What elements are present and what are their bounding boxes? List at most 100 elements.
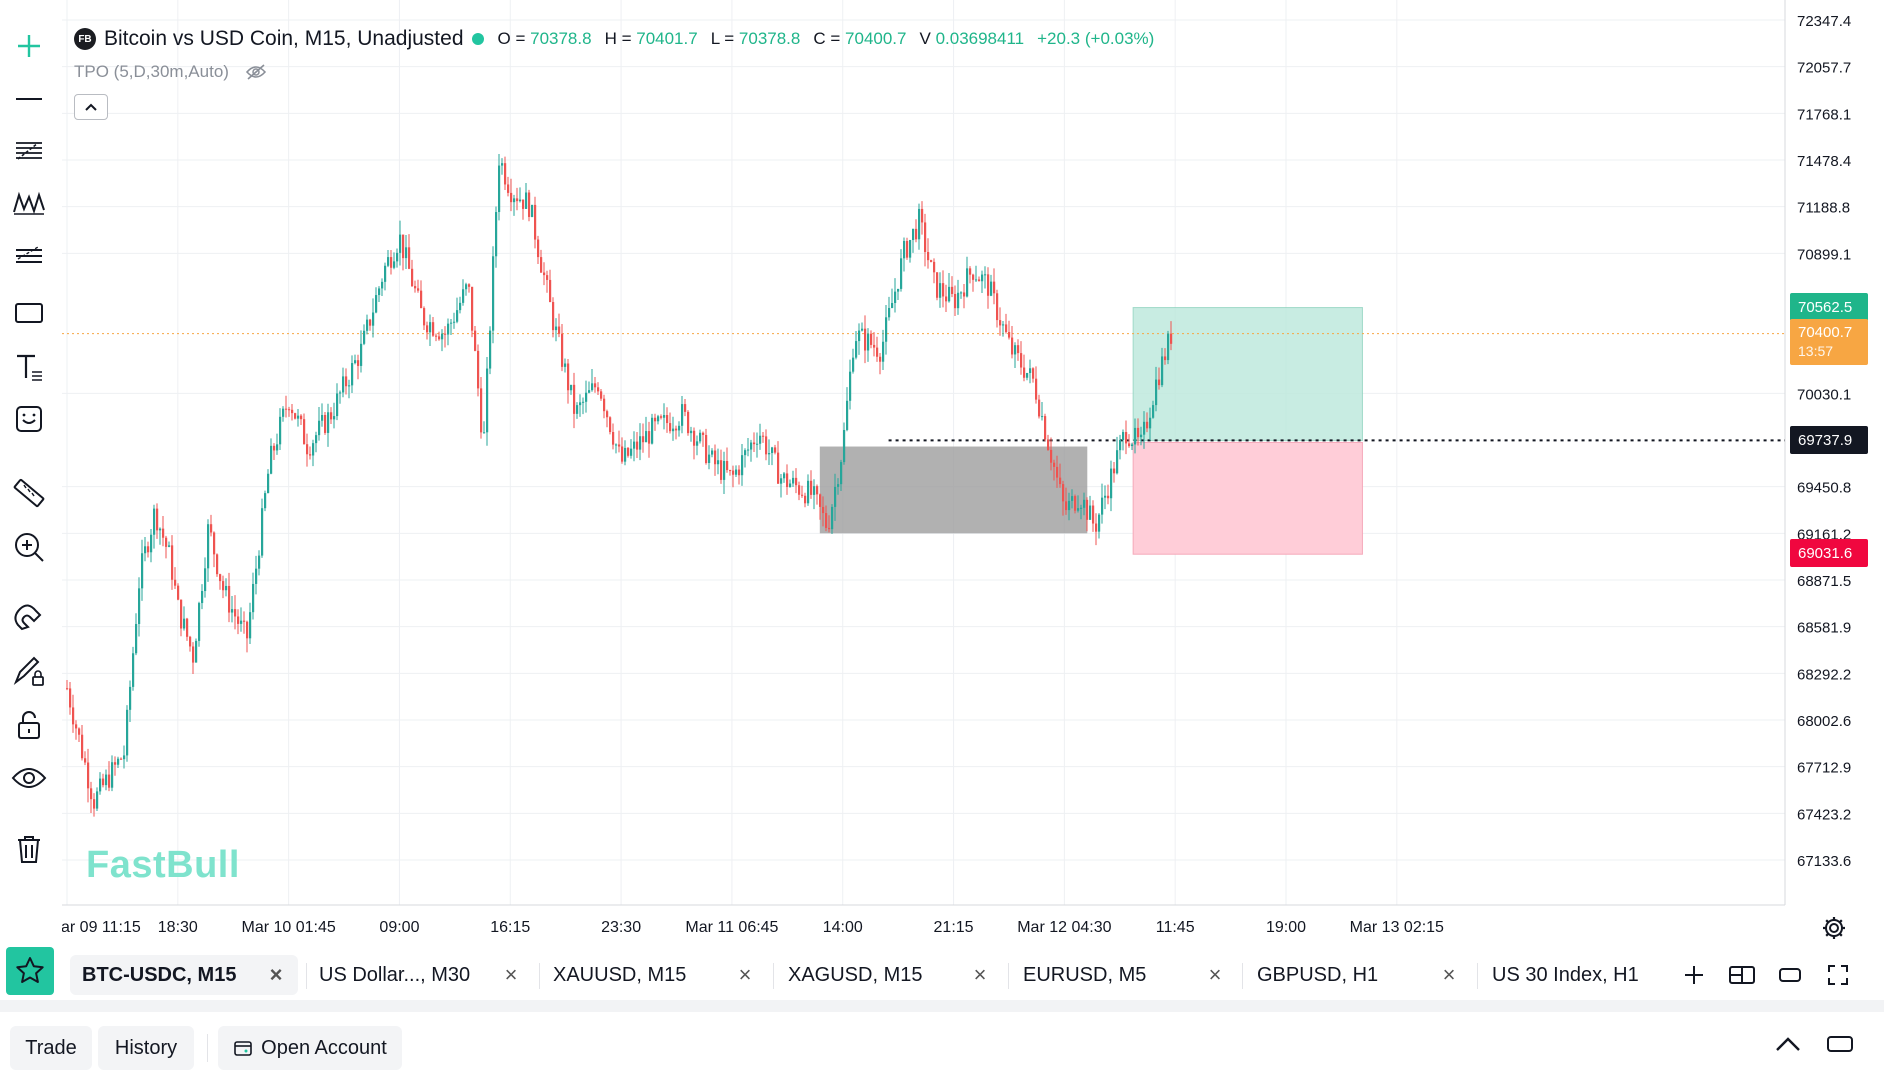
candle-body bbox=[822, 506, 825, 514]
eye-icon[interactable] bbox=[8, 757, 50, 799]
ohlc-high: H = 70401.7 bbox=[604, 29, 698, 48]
chart-area[interactable]: 72347.4 72057.7 71768.1 71478.4 71188.8 70899… bbox=[62, 0, 1884, 945]
unlock-icon[interactable] bbox=[8, 704, 50, 746]
close-tab-icon[interactable]: × bbox=[1208, 962, 1222, 987]
tab-label: XAUUSD, M15 bbox=[553, 963, 687, 986]
pattern-tool-icon[interactable] bbox=[8, 182, 50, 224]
candle-body bbox=[417, 288, 420, 291]
tab-label: BTC-USDC, M15 bbox=[82, 963, 237, 986]
hide-indicator-icon[interactable] bbox=[245, 64, 267, 80]
chevron-up-icon bbox=[85, 103, 97, 111]
candle-body bbox=[165, 537, 168, 547]
magnet-icon[interactable] bbox=[8, 597, 50, 639]
candle-body bbox=[183, 618, 186, 629]
candle-body bbox=[915, 228, 918, 240]
price-tick-label: 72057.7 bbox=[1797, 60, 1851, 77]
fib-tool-icon[interactable] bbox=[8, 130, 50, 172]
candle-body bbox=[927, 252, 930, 261]
symbol-title[interactable]: Bitcoin vs USD Coin, M15, Unadjusted bbox=[104, 27, 464, 50]
candle-body bbox=[549, 279, 552, 303]
candle-body bbox=[186, 618, 189, 637]
candle-body bbox=[600, 391, 603, 399]
candle-body bbox=[645, 431, 648, 443]
candle-body bbox=[552, 302, 555, 331]
candle-body bbox=[234, 609, 237, 617]
tab-eurusd[interactable]: EURUSD, M5 × bbox=[1023, 955, 1227, 995]
close-tab-icon[interactable]: × bbox=[738, 962, 752, 987]
tab-us-dollar[interactable]: US Dollar..., M30 × bbox=[319, 955, 523, 995]
rectangle-tool-icon[interactable] bbox=[8, 292, 50, 334]
trend-line-tool-icon[interactable] bbox=[8, 78, 50, 120]
star-icon bbox=[16, 957, 44, 983]
chart-settings-gear-icon[interactable] bbox=[1820, 914, 1848, 942]
candle-body bbox=[993, 281, 996, 294]
text-tool-icon[interactable] bbox=[8, 346, 50, 388]
price-tick-label: 67712.9 bbox=[1797, 760, 1851, 777]
channel-tool-icon[interactable] bbox=[8, 235, 50, 277]
tab-gbpusd[interactable]: GBPUSD, H1 × bbox=[1257, 955, 1461, 995]
candle-body bbox=[387, 257, 390, 266]
crosshair-tool-icon[interactable] bbox=[8, 25, 50, 67]
emoji-tool-icon[interactable] bbox=[8, 398, 50, 440]
time-tick-label: 09:00 bbox=[379, 919, 419, 936]
candle-body bbox=[453, 321, 456, 323]
candle-body bbox=[588, 390, 591, 393]
candle-body bbox=[1170, 333, 1173, 344]
close-tab-icon[interactable]: × bbox=[1442, 962, 1456, 987]
candle-body bbox=[171, 545, 174, 580]
close-tab-icon[interactable]: × bbox=[504, 962, 518, 987]
candle-body bbox=[621, 446, 624, 462]
tab-xauusd[interactable]: XAUUSD, M15 × bbox=[553, 955, 757, 995]
ruler-tool-icon[interactable] bbox=[8, 472, 50, 514]
tab-xagusd[interactable]: XAGUSD, M15 × bbox=[788, 955, 992, 995]
trade-button[interactable]: Trade bbox=[10, 1026, 92, 1070]
lock-drawing-icon[interactable] bbox=[8, 650, 50, 692]
candle-body bbox=[1146, 421, 1149, 429]
zoom-in-icon[interactable] bbox=[8, 526, 50, 568]
candle-body bbox=[870, 333, 873, 345]
candle-body bbox=[159, 528, 162, 531]
wallet-icon bbox=[234, 1041, 252, 1056]
add-tab-icon[interactable] bbox=[1678, 959, 1710, 991]
candle-body bbox=[168, 545, 171, 547]
trash-icon[interactable] bbox=[8, 828, 50, 870]
candle-countdown: 13:57 bbox=[1798, 343, 1834, 359]
candle-body bbox=[180, 599, 183, 629]
candle-body bbox=[888, 307, 891, 318]
candle-body bbox=[1122, 432, 1125, 441]
history-button[interactable]: History bbox=[98, 1026, 194, 1070]
candle-body bbox=[663, 415, 666, 418]
price-chart[interactable]: 72347.4 72057.7 71768.1 71478.4 71188.8 70899… bbox=[62, 0, 1884, 945]
symbol-tab-bar: BTC-USDC, M15 × US Dollar..., M30 × XAUU… bbox=[0, 945, 1884, 1000]
open-account-button[interactable]: Open Account bbox=[218, 1026, 402, 1070]
candle-body bbox=[633, 441, 636, 449]
layout-icon[interactable] bbox=[1726, 959, 1758, 991]
window-icon[interactable] bbox=[1774, 959, 1806, 991]
tab-btc-usdc[interactable]: BTC-USDC, M15 × bbox=[70, 955, 298, 995]
candle-body bbox=[804, 495, 807, 504]
candle-body bbox=[897, 288, 900, 292]
window-mode-icon[interactable] bbox=[1824, 1028, 1856, 1060]
tab-us30[interactable]: US 30 Index, H1 bbox=[1492, 955, 1672, 995]
candle-body bbox=[567, 363, 570, 391]
candle-body bbox=[543, 272, 546, 276]
candle-body bbox=[969, 268, 972, 275]
favorites-button[interactable] bbox=[6, 947, 54, 995]
candle-body bbox=[267, 473, 270, 494]
candle-body bbox=[555, 326, 558, 331]
candle-body bbox=[987, 274, 990, 296]
close-tab-icon[interactable]: × bbox=[973, 962, 987, 987]
expand-panel-icon[interactable] bbox=[1772, 1028, 1804, 1060]
candle-body bbox=[783, 473, 786, 479]
candle-body bbox=[825, 513, 828, 528]
collapse-legend-button[interactable] bbox=[74, 94, 108, 120]
candle-body bbox=[1137, 427, 1140, 438]
fullscreen-icon[interactable] bbox=[1822, 959, 1854, 991]
candle-body bbox=[711, 450, 714, 455]
candle-body bbox=[408, 247, 411, 269]
candle-body bbox=[1155, 379, 1158, 406]
candle-body bbox=[405, 247, 408, 259]
candle-body bbox=[1092, 505, 1095, 524]
close-tab-icon[interactable]: × bbox=[269, 962, 283, 987]
indicator-row[interactable]: TPO (5,D,30m,Auto) bbox=[74, 62, 267, 82]
